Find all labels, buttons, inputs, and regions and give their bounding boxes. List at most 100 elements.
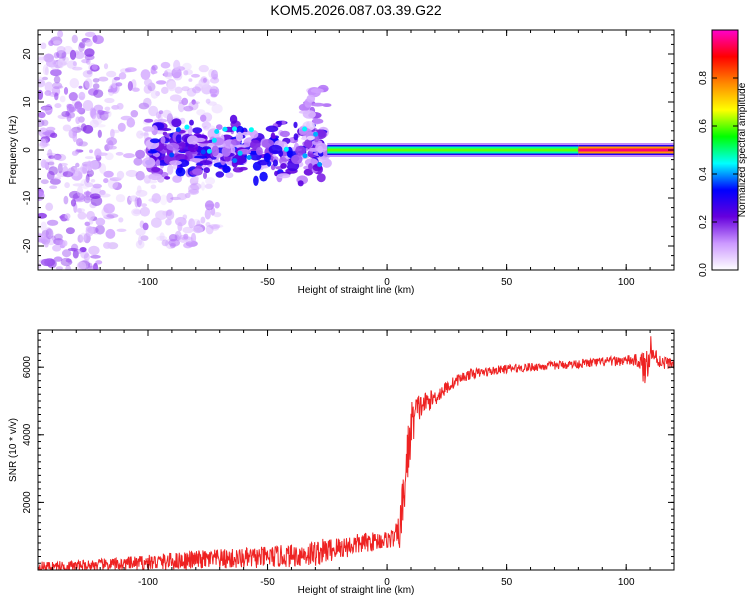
spectrogram-cell [235, 131, 243, 142]
spectrogram-cell [316, 173, 326, 183]
spectrogram-cell [54, 103, 62, 109]
spectrogram-cell [191, 101, 200, 105]
spectrogram-cell [95, 217, 106, 226]
spectrogram-cell [82, 100, 94, 111]
spectrogram-cell [49, 185, 58, 189]
spectrogram-cell [65, 265, 72, 270]
spectrogram-cell [181, 86, 190, 92]
spectrogram-cell [115, 151, 124, 156]
spectrogram-cell [221, 146, 231, 157]
spectrogram-cell [53, 153, 62, 160]
spectrogram-cell [189, 119, 194, 126]
spectrogram-cell [77, 208, 82, 214]
spectrogram-cell [166, 192, 174, 203]
spectrogram-cell [209, 224, 221, 229]
spectrogram-cell [136, 130, 144, 139]
spectrogram-cell [40, 179, 49, 185]
spectrogram-cell [165, 209, 173, 216]
spectrogram-cell [308, 163, 313, 171]
spectrogram-cell [243, 141, 251, 148]
spectrogram-cell [188, 78, 193, 82]
y-tick-label: 2000 [22, 491, 33, 514]
spectrogram-cell [116, 228, 127, 232]
spectrogram-cell [104, 97, 115, 104]
spectrogram-cell [169, 152, 175, 158]
x-tick-label: 0 [384, 277, 390, 288]
spectrogram-cell [259, 171, 268, 182]
spectrogram-cell [105, 228, 116, 239]
spectrogram-cell [302, 153, 308, 159]
spectrogram-cell [139, 206, 150, 217]
spectrogram-cell [90, 160, 100, 171]
spectrogram-heatmap [38, 30, 674, 270]
spectrogram-cell [41, 76, 49, 81]
spectrogram-cell [92, 78, 100, 83]
spectrogram-cell [293, 121, 298, 129]
spectrogram-cell [313, 131, 319, 137]
x-tick-label: 0 [384, 577, 390, 588]
spectrogram-cell [78, 85, 83, 89]
spectrogram-cell [169, 242, 176, 249]
spectrogram-cell [166, 142, 180, 151]
spectrogram-cell [184, 124, 190, 130]
spectrogram-cell [89, 119, 99, 128]
x-tick-label: -100 [138, 577, 158, 588]
spectrogram-cell [44, 243, 49, 248]
y-tick-label: 0 [22, 147, 33, 153]
spectrogram-cell [211, 137, 217, 143]
spectrogram-cell [65, 258, 72, 263]
spectrogram-cell [188, 218, 196, 229]
spectrogram-cell [123, 153, 135, 159]
spectrogram-cell [192, 86, 201, 94]
spectrogram-cell [81, 59, 89, 64]
spectrogram-cell [89, 193, 101, 199]
spectrogram-cell [216, 124, 223, 130]
spectrogram-cell [39, 138, 47, 149]
spectrogram-cell [155, 159, 161, 167]
spectrogram-cell [106, 70, 117, 78]
spectrogram-cell [75, 162, 80, 168]
spectrogram-cell [95, 124, 106, 128]
spectrogram-cell [85, 226, 95, 237]
colorbar-label: Normalized spectral amplitude [737, 82, 748, 217]
spectrogram-cell [308, 147, 316, 152]
y-tick-label: -20 [22, 238, 33, 253]
spectrogram-cell [104, 110, 112, 118]
spectrogram-cell [104, 106, 111, 111]
spectrogram-cell [174, 234, 180, 241]
spectrogram-cell [209, 88, 218, 94]
spectrogram-cell [302, 126, 308, 132]
spectrogram-cell [82, 70, 93, 78]
spectrogram-cell [51, 64, 60, 71]
spectrogram-cell [59, 162, 68, 167]
spectrogram-cell [92, 183, 102, 189]
spectrogram-cell [38, 54, 45, 64]
spectrogram-cell [125, 169, 138, 178]
spectrogram-cell [188, 183, 200, 194]
spectrogram-cell [175, 134, 182, 144]
spectrogram-cell [68, 92, 78, 101]
colorbar-gradient [711, 29, 739, 271]
spectrogram-cell [171, 118, 182, 128]
spectrogram-cell [198, 64, 209, 73]
spectrogram-cell [84, 78, 93, 89]
spectrogram-cell [85, 190, 90, 198]
spectrogram-cell [84, 221, 91, 227]
band-core [327, 148, 579, 152]
spectrogram-cell [76, 125, 82, 131]
spectrogram-cell [90, 179, 96, 183]
spectrogram-cell [271, 135, 276, 139]
spectrogram-cell [90, 254, 101, 259]
spectrogram-cell [155, 80, 167, 85]
spectrogram-cell [57, 163, 63, 174]
spectrogram-cell [184, 192, 191, 199]
spectrogram-cell [206, 148, 212, 154]
spectrogram-cell [92, 83, 100, 90]
spectrogram-cell [38, 263, 42, 269]
spectrogram-cell [169, 160, 182, 166]
spectrogram-cell [91, 64, 98, 70]
spectrogram-cell [190, 232, 197, 244]
spectrogram-cell [106, 137, 118, 146]
spectrogram-cell [133, 209, 142, 215]
